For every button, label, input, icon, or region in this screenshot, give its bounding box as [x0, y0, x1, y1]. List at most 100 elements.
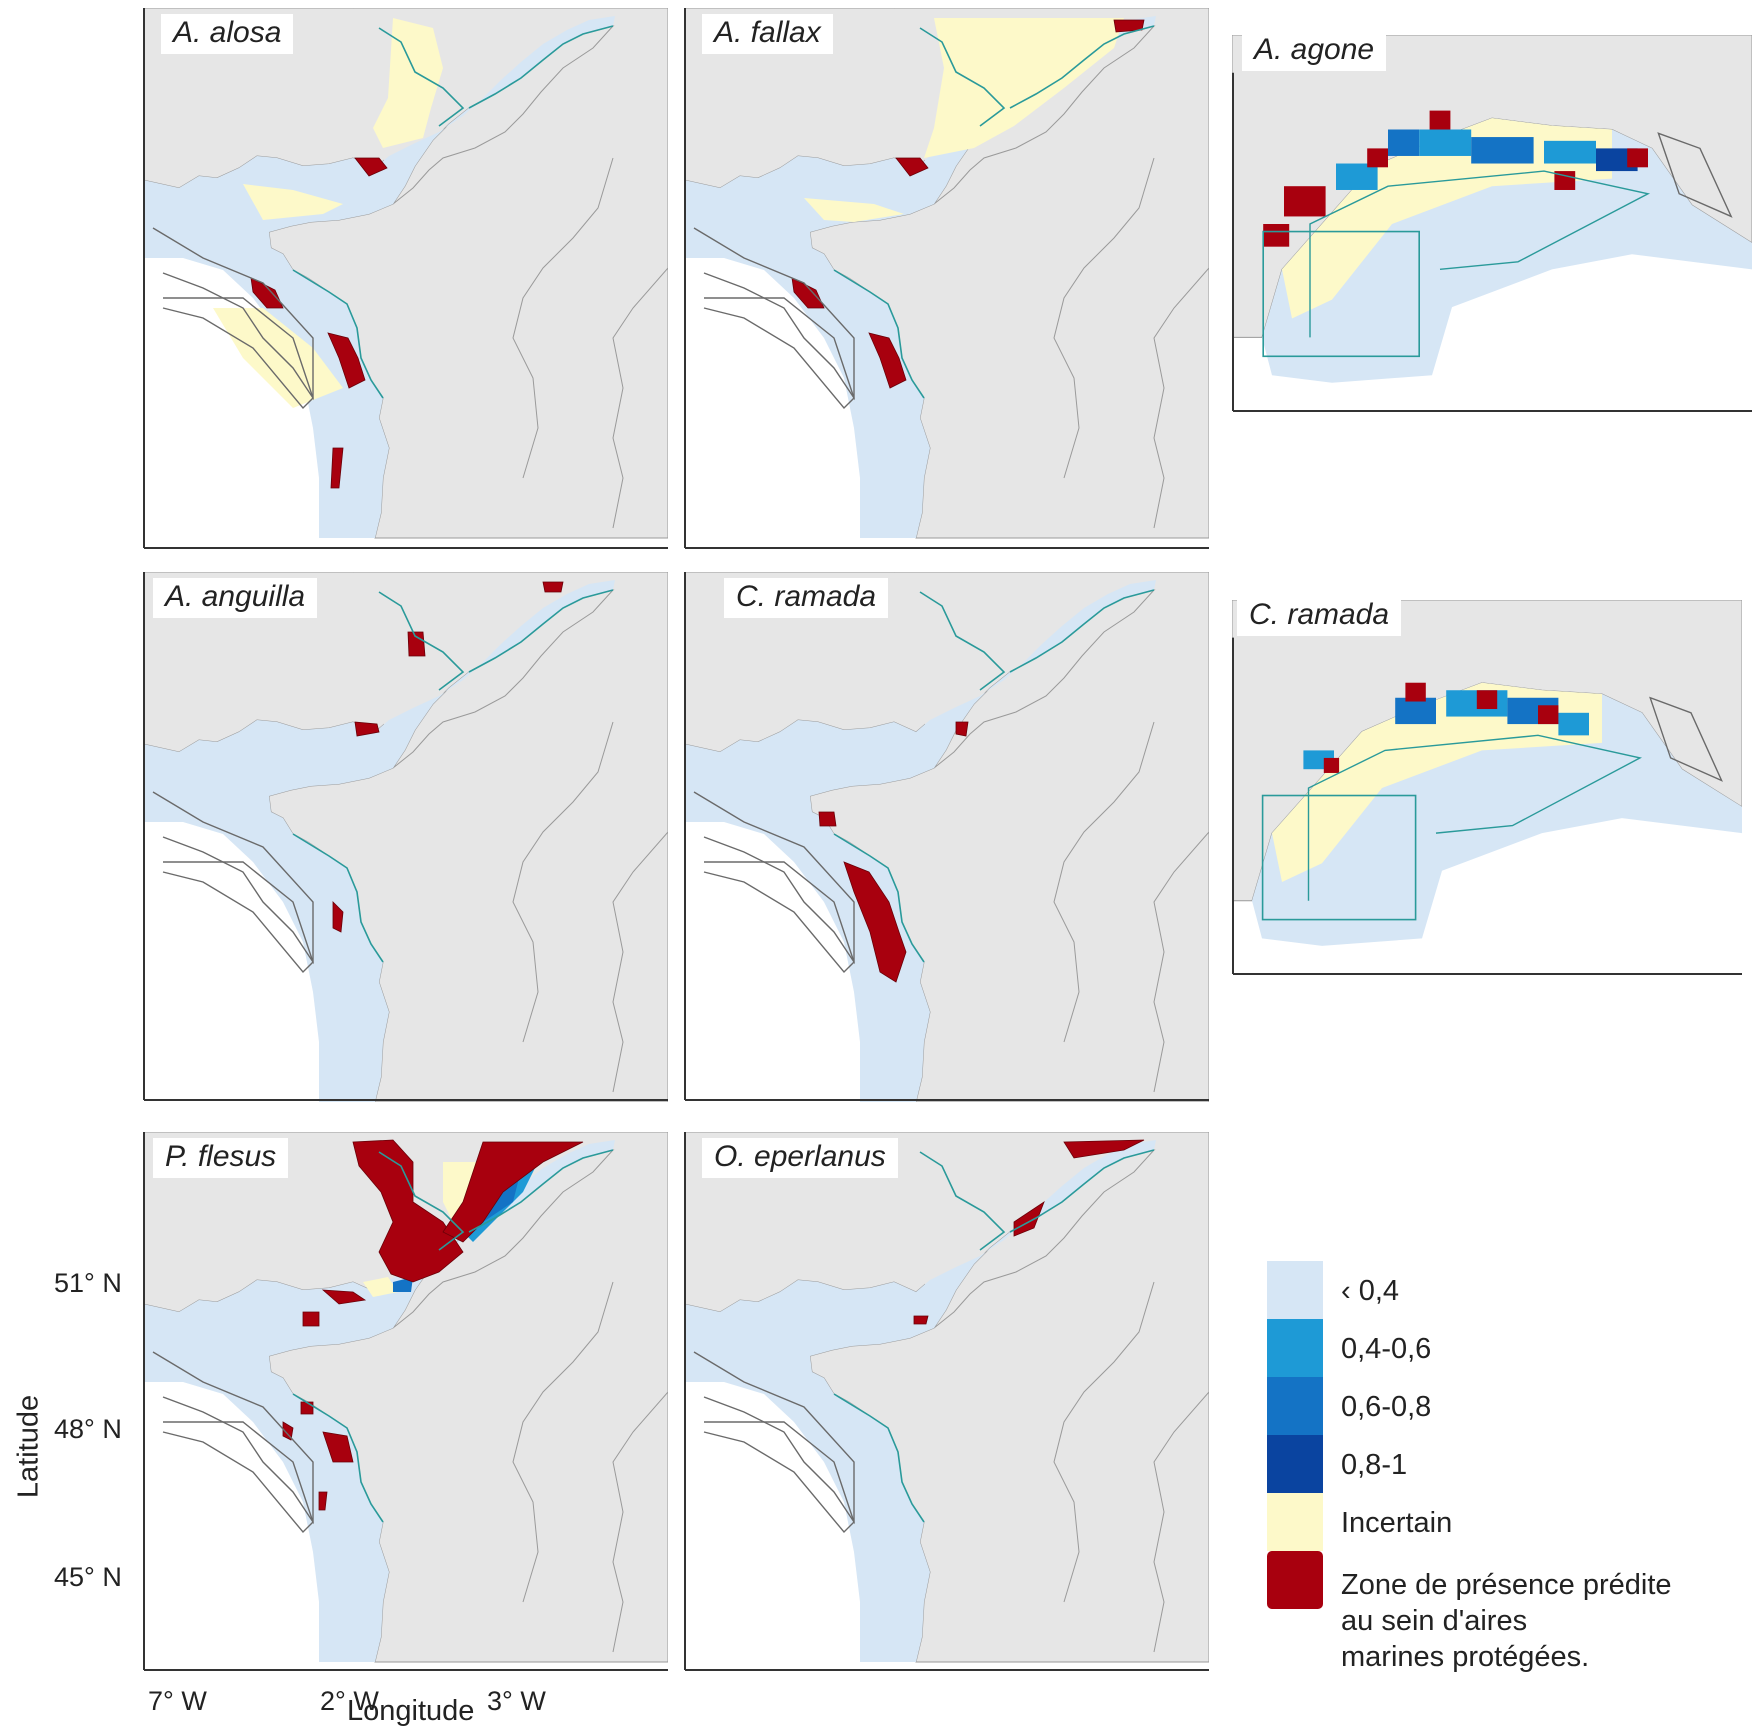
- panel-title: C. ramada: [1237, 596, 1402, 636]
- land-coast: [1232, 600, 1742, 902]
- mpa-presence-zone: [354, 721, 380, 737]
- prediction-cell: [1627, 148, 1648, 168]
- uncertain-zone: [213, 308, 343, 408]
- legend-label: Incertain: [1341, 1507, 1453, 1539]
- mpa-presence-zone: [327, 332, 366, 389]
- mpa-outline: [1262, 230, 1421, 358]
- legend-item: Zone de présence prédite au sein d'aires…: [1267, 1551, 1672, 1675]
- panel-title: A. agone: [1242, 31, 1387, 71]
- prediction-cell: [1388, 129, 1420, 156]
- legend-swatch: [1267, 1551, 1323, 1609]
- mpa-outline: [162, 297, 314, 410]
- map-svg: [143, 8, 668, 550]
- prediction-cell: [1419, 129, 1472, 156]
- map-svg: [1232, 600, 1742, 976]
- mpa-presence-zone: [332, 901, 344, 933]
- uncertain-zone: [243, 184, 343, 220]
- mpa-presence-zone: [843, 861, 907, 983]
- country-border: [1053, 721, 1155, 1043]
- mpa-outline: [1309, 170, 1651, 338]
- uncertain-zone: [804, 198, 904, 222]
- mpa-outline: [162, 1421, 314, 1534]
- legend-label: ‹ 0,4: [1341, 1275, 1400, 1307]
- sea-prediction-low: [143, 1140, 615, 1662]
- y-axis-title: Latitude: [12, 1394, 45, 1499]
- legend-swatch: [1267, 1319, 1323, 1377]
- mpa-outline: [292, 269, 384, 399]
- prediction-high: [393, 1277, 413, 1292]
- x-tick-label: 3° W: [487, 1686, 546, 1716]
- mpa-outline: [1009, 25, 1155, 109]
- mpa-outline: [833, 833, 925, 963]
- map-panel-c-ramada-inset: C. ramada: [1232, 596, 1742, 976]
- prediction-cell: [1284, 186, 1326, 217]
- prediction-cell: [1471, 137, 1534, 164]
- prediction-cell: [1405, 682, 1426, 702]
- mpa-outline: [1307, 734, 1643, 901]
- mpa-outline: [468, 589, 614, 673]
- mpa-outline: [703, 297, 855, 410]
- mpa-outline: [468, 1149, 614, 1233]
- mpa-presence-zone: [913, 1315, 929, 1325]
- mpa-presence-zone: [868, 332, 907, 389]
- prediction-cell: [1395, 697, 1436, 725]
- mpa-presence-zone: [282, 1421, 294, 1441]
- mpa-presence-zone: [322, 1431, 354, 1463]
- legend-swatch: [1267, 1493, 1323, 1551]
- uncertain-zone: [363, 1277, 398, 1297]
- uncertain-zone: [373, 18, 443, 148]
- legend-swatch: [1267, 1377, 1323, 1435]
- mpa-presence-zone: [791, 277, 825, 309]
- legend-label: 0,6-0,8: [1341, 1391, 1432, 1423]
- mpa-outline: [919, 27, 1006, 127]
- mpa-presence-zone: [352, 1139, 464, 1283]
- country-border: [1153, 1391, 1209, 1653]
- country-border: [612, 1391, 668, 1653]
- x-tick-label: 7° W: [148, 1686, 207, 1716]
- mpa-outline: [833, 269, 925, 399]
- panel-title: A. fallax: [702, 14, 833, 54]
- sea-prediction-low: [143, 16, 615, 538]
- prediction-cell: [1323, 757, 1340, 773]
- mpa-outline: [378, 1151, 465, 1251]
- country-border: [1153, 267, 1209, 529]
- map-panel-a-agone: A. agone: [1232, 31, 1752, 413]
- legend-label: 0,8-1: [1341, 1449, 1408, 1481]
- mpa-outline: [919, 1151, 1006, 1251]
- legend: ‹ 0,4 0,4-0,6 0,6-0,8 0,8-1 Incertain Zo…: [1267, 1253, 1707, 1673]
- sea-prediction-low: [684, 580, 1156, 1102]
- map-panel-a-fallax: A. fallax: [684, 8, 1209, 550]
- mpa-outline: [1261, 794, 1417, 921]
- mpa-presence-zone: [330, 447, 344, 489]
- prediction-cell: [1596, 148, 1638, 172]
- prediction-cell: [1367, 148, 1388, 168]
- prediction-cell: [1336, 163, 1378, 190]
- legend-item: 0,6-0,8: [1267, 1377, 1431, 1435]
- mpa-outline: [468, 25, 614, 109]
- panel-title: C. ramada: [724, 578, 889, 618]
- map-panel-c-ramada: C. ramada: [684, 572, 1209, 1102]
- mpa-outline: [833, 1393, 925, 1523]
- mpa-outline: [378, 591, 465, 691]
- y-tick-label: 48° N: [54, 1414, 122, 1444]
- country-border: [512, 721, 614, 1043]
- map-svg: [143, 572, 668, 1102]
- country-border: [1153, 831, 1209, 1093]
- map-panel-p-flesus: P. flesus: [143, 1132, 668, 1672]
- country-border: [512, 1281, 614, 1603]
- mpa-outline: [292, 1393, 384, 1523]
- mpa-presence-zone: [955, 721, 969, 737]
- panel-title: A. alosa: [161, 14, 294, 54]
- uncertain-zone: [1282, 118, 1612, 319]
- map-svg: [1232, 35, 1752, 413]
- map-svg: [684, 8, 1209, 550]
- legend-label: 0,4-0,6: [1341, 1333, 1432, 1365]
- mpa-presence-zone: [818, 811, 837, 827]
- map-svg: [684, 572, 1209, 1102]
- mpa-presence-zone: [321, 1289, 367, 1305]
- mpa-outline: [162, 861, 314, 974]
- legend-label: Zone de présence prédite au sein d'aires…: [1341, 1569, 1672, 1673]
- panel-title: O. eperlanus: [702, 1138, 898, 1178]
- legend-item: Incertain: [1267, 1493, 1452, 1551]
- mpa-outline: [1657, 132, 1733, 218]
